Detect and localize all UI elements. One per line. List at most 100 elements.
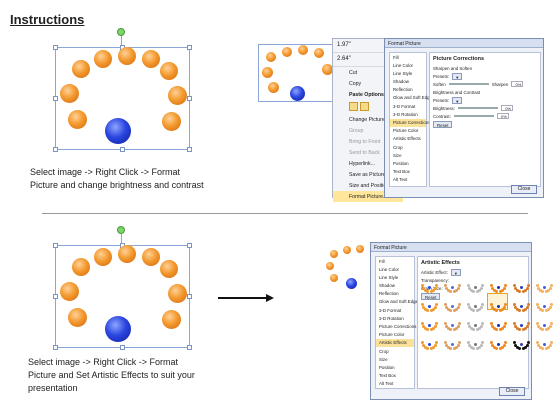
resize-handle[interactable] — [187, 243, 192, 248]
category-item[interactable]: Reflection — [393, 87, 413, 93]
dialog-title: Format Picture — [385, 39, 543, 48]
effect-thumbnail[interactable] — [418, 312, 439, 331]
category-item-selected[interactable]: Artistic Effects — [376, 338, 414, 348]
menu-item-copy[interactable]: Copy — [349, 81, 362, 87]
category-item[interactable]: Position — [379, 364, 395, 370]
category-item[interactable]: Line Color — [379, 266, 400, 272]
effect-thumbnail[interactable] — [418, 274, 439, 293]
effect-thumbnail[interactable] — [510, 312, 531, 331]
effect-thumbnail[interactable] — [464, 293, 485, 312]
category-item[interactable]: Line Style — [393, 70, 413, 76]
resize-handle[interactable] — [187, 96, 192, 101]
sharpen-input[interactable]: 0% — [511, 81, 524, 87]
effect-thumbnail[interactable] — [464, 312, 485, 331]
category-item[interactable]: 3-D Rotation — [379, 315, 404, 321]
resize-handle[interactable] — [187, 345, 192, 350]
sharpen-slider[interactable] — [448, 83, 489, 85]
category-item[interactable]: Shadow — [393, 79, 409, 85]
menu-item-hyperlink[interactable]: Hyperlink... — [349, 161, 375, 167]
resize-handle[interactable] — [187, 45, 192, 50]
height-field[interactable]: 1.97" — [333, 39, 403, 53]
reset-button[interactable]: Reset — [421, 292, 441, 300]
category-item[interactable]: Artistic Effects — [393, 136, 421, 142]
resize-handle[interactable] — [53, 147, 58, 152]
menu-item-size-position[interactable]: Size and Position... — [349, 183, 394, 189]
effect-thumbnail[interactable] — [464, 331, 485, 350]
category-item[interactable]: Fill — [379, 258, 385, 264]
effect-thumbnail[interactable] — [510, 293, 531, 312]
menu-item-cut[interactable]: Cut — [349, 70, 358, 76]
effect-thumbnail[interactable] — [487, 293, 508, 312]
menu-item-send-to-back[interactable]: Send to Back — [349, 150, 380, 156]
width-field[interactable]: 2.64" — [333, 53, 403, 67]
resize-handle[interactable] — [53, 243, 58, 248]
menu-item-bring-to-front[interactable]: Bring to Front — [349, 139, 381, 145]
effect-thumbnail[interactable] — [464, 274, 485, 293]
category-item[interactable]: Reflection — [379, 291, 399, 297]
category-item[interactable]: Alt Text — [379, 381, 394, 387]
category-item[interactable]: Text Box — [393, 169, 410, 175]
category-item[interactable]: Shadow — [379, 283, 395, 289]
effect-thumbnail[interactable] — [533, 293, 554, 312]
category-item[interactable]: 3-D Rotation — [393, 111, 418, 117]
close-button[interactable]: Close — [511, 185, 537, 194]
category-item[interactable]: Glow and Soft Edges — [379, 299, 421, 305]
resize-handle[interactable] — [120, 147, 125, 152]
effect-thumbnail[interactable] — [487, 312, 508, 331]
paste-icon[interactable] — [349, 102, 358, 111]
effect-thumbnail[interactable] — [441, 274, 462, 293]
menu-item-format-picture[interactable]: Format Picture... — [333, 191, 403, 202]
effect-thumbnail[interactable] — [510, 274, 531, 293]
resize-handle[interactable] — [53, 96, 58, 101]
rotate-handle-icon[interactable] — [117, 226, 125, 234]
category-item-selected[interactable]: Picture Corrections — [390, 118, 430, 127]
category-item[interactable]: Crop — [379, 348, 389, 354]
close-button[interactable]: Close — [499, 387, 525, 396]
category-item[interactable]: Picture Color — [379, 332, 405, 338]
category-item[interactable]: Line Color — [393, 62, 414, 68]
effect-thumbnail[interactable] — [441, 331, 462, 350]
category-item[interactable]: Picture Color — [393, 128, 419, 134]
presets-dropdown[interactable]: ▾ — [452, 72, 463, 80]
effect-thumbnail[interactable] — [441, 293, 462, 312]
resize-handle[interactable] — [53, 45, 58, 50]
presets-dropdown[interactable]: ▾ — [452, 96, 463, 104]
menu-item-group[interactable]: Group — [349, 128, 364, 134]
contrast-input[interactable]: 0% — [496, 113, 509, 119]
resize-handle[interactable] — [187, 147, 192, 152]
effect-thumbnail[interactable] — [533, 331, 554, 350]
rotate-handle-icon[interactable] — [117, 28, 125, 36]
contrast-slider[interactable] — [453, 115, 494, 117]
category-item[interactable]: Size — [393, 152, 402, 158]
resize-handle[interactable] — [187, 294, 192, 299]
effect-dropdown[interactable]: ▾ — [450, 268, 461, 276]
category-item[interactable]: Picture Corrections — [379, 324, 417, 329]
brightness-slider[interactable] — [457, 107, 498, 109]
effect-thumbnail[interactable] — [418, 293, 439, 312]
effect-thumbnail[interactable] — [418, 331, 439, 350]
resize-handle[interactable] — [53, 294, 58, 299]
category-item[interactable]: Fill — [393, 54, 399, 60]
menu-item-save-as-picture[interactable]: Save as Picture... — [349, 172, 390, 178]
category-item[interactable]: 3-D Format — [379, 307, 402, 313]
effect-thumbnail[interactable] — [487, 331, 508, 350]
category-item[interactable]: Text Box — [379, 373, 396, 379]
effect-thumbnail[interactable] — [441, 312, 462, 331]
effect-thumbnail[interactable] — [487, 274, 508, 293]
category-item[interactable]: 3-D Format — [393, 103, 416, 109]
category-item[interactable]: Crop — [393, 144, 403, 150]
category-item[interactable]: Alt Text — [393, 177, 408, 183]
reset-button[interactable]: Reset — [433, 120, 453, 128]
menu-item-change-picture[interactable]: Change Picture... — [349, 117, 390, 123]
category-item[interactable]: Glow and Soft Edges — [393, 95, 435, 101]
brightness-input[interactable]: 0% — [500, 105, 513, 111]
effect-thumbnail[interactable] — [510, 331, 531, 350]
paste-icon[interactable] — [360, 102, 369, 111]
effect-thumbnail[interactable] — [533, 312, 554, 331]
resize-handle[interactable] — [53, 345, 58, 350]
category-item[interactable]: Size — [379, 356, 388, 362]
category-item[interactable]: Position — [393, 160, 409, 166]
effect-thumbnail[interactable] — [533, 274, 554, 293]
category-item[interactable]: Line Style — [379, 274, 399, 280]
resize-handle[interactable] — [120, 345, 125, 350]
